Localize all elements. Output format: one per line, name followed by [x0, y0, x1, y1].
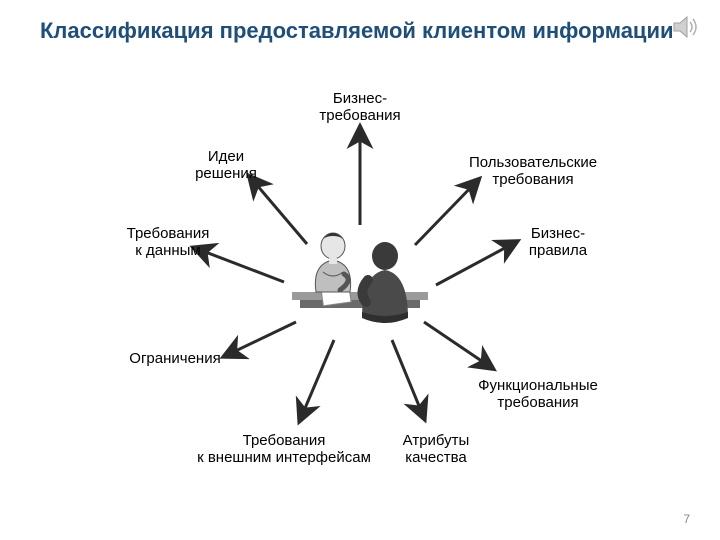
diagram-label-8: Идеи решения — [161, 148, 291, 183]
arrow-3 — [424, 322, 492, 368]
diagram-label-0: Бизнес- требования — [285, 90, 435, 125]
diagram-label-7: Требования к данным — [93, 225, 243, 260]
slide: { "title": { "text": "Классификация пред… — [0, 0, 720, 540]
arrow-5 — [300, 340, 334, 420]
diagram-label-6: Ограничения — [100, 350, 250, 367]
center-illustration — [292, 233, 428, 323]
arrow-8 — [250, 177, 307, 244]
diagram-label-5: Требования к внешним интерфейсам — [174, 432, 394, 467]
arrow-1 — [415, 180, 478, 245]
arrow-4 — [392, 340, 424, 418]
diagram-label-2: Бизнес- правила — [493, 225, 623, 260]
diagram-label-3: Функциональные требования — [443, 377, 633, 412]
diagram-label-1: Пользовательские требования — [438, 154, 628, 189]
page-number: 7 — [683, 512, 690, 526]
